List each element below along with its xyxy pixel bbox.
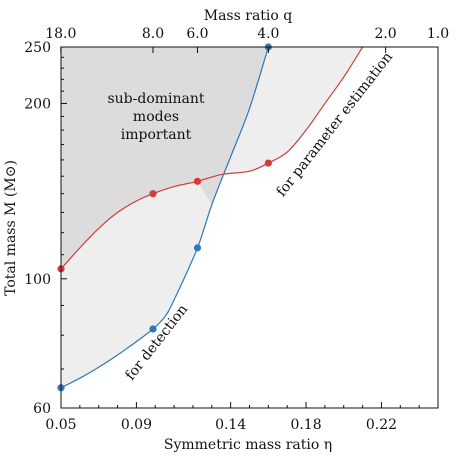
top-tick-label: 4.0 bbox=[257, 26, 279, 42]
y-tick-label: 250 bbox=[24, 40, 51, 56]
subdominant-annotation: sub-dominant modes important bbox=[107, 91, 204, 143]
shaded-regions bbox=[61, 47, 363, 408]
series-lines bbox=[61, 47, 364, 389]
data-point-detection-1 bbox=[149, 325, 157, 333]
x-tick-label: 0.09 bbox=[121, 417, 152, 433]
subdominant-line-1: sub-dominant bbox=[107, 91, 204, 107]
data-point-detection-2 bbox=[193, 244, 202, 252]
y-axis-title: Total mass M (M⊙) bbox=[3, 160, 19, 296]
series-line-detection bbox=[61, 47, 269, 389]
x-tick-label: 0.18 bbox=[290, 417, 321, 433]
x-axis-title: Symmetric mass ratio η bbox=[164, 437, 332, 453]
x-tick-label: 0.05 bbox=[45, 417, 76, 433]
data-point-estimation-2 bbox=[193, 177, 202, 185]
y-tick-label: 100 bbox=[24, 272, 51, 288]
top-axis-title: Mass ratio q bbox=[204, 8, 293, 24]
series-points bbox=[57, 43, 272, 392]
y-tick-label: 60 bbox=[33, 401, 51, 417]
top-tick-label: 1.0 bbox=[427, 26, 449, 42]
series-line-estimation bbox=[61, 47, 364, 270]
top-tick-label: 6.0 bbox=[186, 26, 208, 42]
y-tick-label: 200 bbox=[24, 96, 51, 112]
subdominant-region bbox=[61, 47, 269, 269]
subdominant-line-2: modes bbox=[133, 109, 179, 125]
top-tick-label: 8.0 bbox=[142, 26, 164, 42]
light-shaded-region bbox=[61, 47, 363, 408]
x-tick-label: 0.22 bbox=[366, 417, 397, 433]
x-tick-label: 0.14 bbox=[215, 417, 246, 433]
data-point-estimation-3 bbox=[264, 159, 272, 167]
subdominant-line-3: important bbox=[121, 127, 192, 143]
top-tick-label: 2.0 bbox=[374, 26, 396, 42]
data-point-estimation-1 bbox=[149, 190, 157, 198]
top-tick-label: 18.0 bbox=[45, 26, 76, 42]
